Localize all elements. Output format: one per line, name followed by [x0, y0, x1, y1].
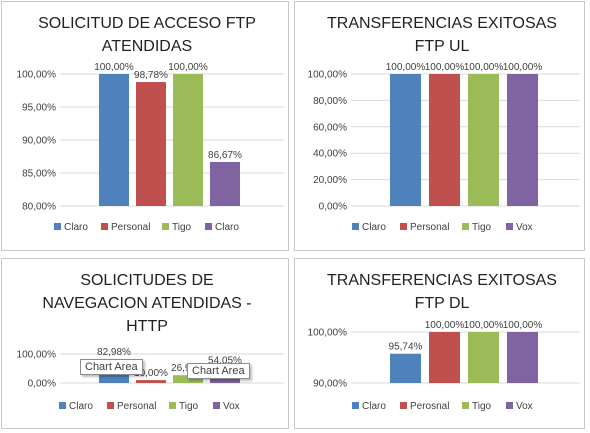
legend-label: Tigo — [472, 222, 492, 233]
bar-tigo[interactable] — [468, 332, 499, 383]
data-label: 100,00% — [94, 62, 134, 73]
legend-swatch — [506, 402, 513, 409]
legend-swatch — [352, 223, 359, 230]
legend-label: Personal — [111, 222, 150, 233]
legend-swatch — [506, 223, 513, 230]
legend-label: Vox — [516, 401, 533, 412]
data-label: 100,00% — [425, 62, 465, 73]
chart-title: ATENDIDAS — [102, 38, 192, 55]
legend-label: Claro — [362, 222, 386, 233]
chart-title: TRANSFERENCIAS EXITOSAS — [327, 272, 557, 289]
legend-label: Claro — [215, 222, 239, 233]
chart-title: SOLICITUDES DE — [80, 272, 213, 289]
chart-panel-ftp-ul[interactable]: TRANSFERENCIAS EXITOSAS FTP UL 0,00% 20,00%… — [294, 1, 585, 251]
bar-vox[interactable] — [507, 74, 538, 206]
data-label: 100,00% — [503, 320, 543, 331]
y-tick-label: 40,00% — [313, 149, 347, 160]
bar-claro[interactable] — [210, 161, 240, 206]
bar-claro[interactable] — [99, 74, 129, 206]
legend-swatch — [59, 402, 66, 409]
data-label: 82,98% — [97, 347, 131, 358]
y-tick-label: 60,00% — [313, 122, 347, 133]
data-label: 10,00% — [134, 368, 168, 379]
legend-swatch — [213, 402, 220, 409]
y-tick-label: 0,00% — [28, 379, 56, 390]
bar-vox[interactable] — [507, 332, 538, 383]
legend-label: Personal — [117, 401, 156, 412]
bar-claro[interactable] — [390, 74, 421, 206]
chart-title: SOLICITUD DE ACCESO FTP — [38, 15, 256, 32]
legend-swatch — [162, 223, 169, 230]
y-tick-label: 100,00% — [308, 70, 348, 81]
y-tick-label: 85,00% — [22, 169, 56, 180]
legend-swatch — [352, 402, 359, 409]
chart-panel-ftp-dl[interactable]: TRANSFERENCIAS EXITOSAS FTP DL 90,00% 100,0… — [294, 258, 585, 429]
chart-title: TRANSFERENCIAS EXITOSAS — [327, 15, 557, 32]
data-label: 100,00% — [464, 62, 504, 73]
chart-title: HTTP — [126, 318, 168, 335]
chart-http: SOLICITUDES DE NAVEGACION ATENDIDAS - HTTP… — [17, 272, 284, 412]
data-label: 100,00% — [503, 62, 543, 73]
legend-swatch — [400, 223, 407, 230]
legend-label: Personal — [410, 222, 449, 233]
data-label: 100,00% — [386, 62, 426, 73]
y-tick-label: 0,00% — [319, 202, 347, 213]
legend-label: Claro — [69, 401, 93, 412]
bar-personal[interactable] — [136, 380, 166, 383]
y-tick-label: 90,00% — [313, 379, 347, 390]
data-label: 95,74% — [389, 342, 423, 353]
legend-swatch — [54, 223, 61, 230]
legend-label: Perosnal — [410, 401, 449, 412]
y-tick-label: 100,00% — [308, 328, 348, 339]
chart-title: FTP UL — [415, 38, 470, 55]
legend-swatch — [169, 402, 176, 409]
legend-swatch — [101, 223, 108, 230]
bar-tigo[interactable] — [173, 74, 203, 206]
legend-label: Vox — [223, 401, 240, 412]
bar-personal[interactable] — [429, 74, 460, 206]
legend-swatch — [400, 402, 407, 409]
legend-swatch — [205, 223, 212, 230]
legend-swatch — [462, 223, 469, 230]
y-tick-label: 90,00% — [22, 136, 56, 147]
data-label: 86,67% — [208, 150, 242, 161]
legend-label: Claro — [64, 222, 88, 233]
chart-ftp-ul: TRANSFERENCIAS EXITOSAS FTP UL 0,00% 20,00%… — [308, 15, 580, 233]
y-tick-label: 95,00% — [22, 103, 56, 114]
legend-label: Tigo — [172, 222, 192, 233]
legend-swatch — [462, 402, 469, 409]
chart-ftp-access: SOLICITUD DE ACCESO FTP ATENDIDAS 80,00% 85… — [17, 15, 284, 233]
y-tick-label: 80,00% — [313, 96, 347, 107]
chart-area-tooltip: Chart Area — [187, 363, 250, 379]
chart-area-tooltip: Chart Area — [80, 359, 143, 375]
chart-title: NAVEGACION ATENDIDAS - — [42, 295, 251, 312]
y-tick-label: 80,00% — [22, 202, 56, 213]
data-label: 100,00% — [168, 62, 208, 73]
y-tick-label: 100,00% — [17, 350, 57, 361]
data-label: 54,05% — [208, 355, 242, 366]
legend-label: Vox — [516, 222, 533, 233]
data-label: 98,78% — [134, 70, 168, 81]
legend-label: Tigo — [179, 401, 199, 412]
y-tick-label: 100,00% — [17, 70, 57, 81]
y-tick-label: 20,00% — [313, 175, 347, 186]
chart-panel-http[interactable]: SOLICITUDES DE NAVEGACION ATENDIDAS - HTTP… — [1, 258, 289, 429]
bar-personal[interactable] — [136, 82, 166, 206]
data-label: 100,00% — [425, 320, 465, 331]
chart-title: FTP DL — [415, 295, 470, 312]
chart-ftp-dl: TRANSFERENCIAS EXITOSAS FTP DL 90,00% 100,0… — [308, 272, 580, 412]
bar-tigo[interactable] — [468, 74, 499, 206]
bar-perosnal[interactable] — [429, 332, 460, 383]
data-label: 100,00% — [464, 320, 504, 331]
legend-label: Tigo — [472, 401, 492, 412]
chart-panel-ftp-access[interactable]: SOLICITUD DE ACCESO FTP ATENDIDAS 80,00% 85… — [1, 1, 289, 251]
bar-tigo[interactable] — [173, 375, 203, 383]
legend-swatch — [107, 402, 114, 409]
legend-label: Claro — [362, 401, 386, 412]
bar-claro[interactable] — [390, 353, 421, 383]
